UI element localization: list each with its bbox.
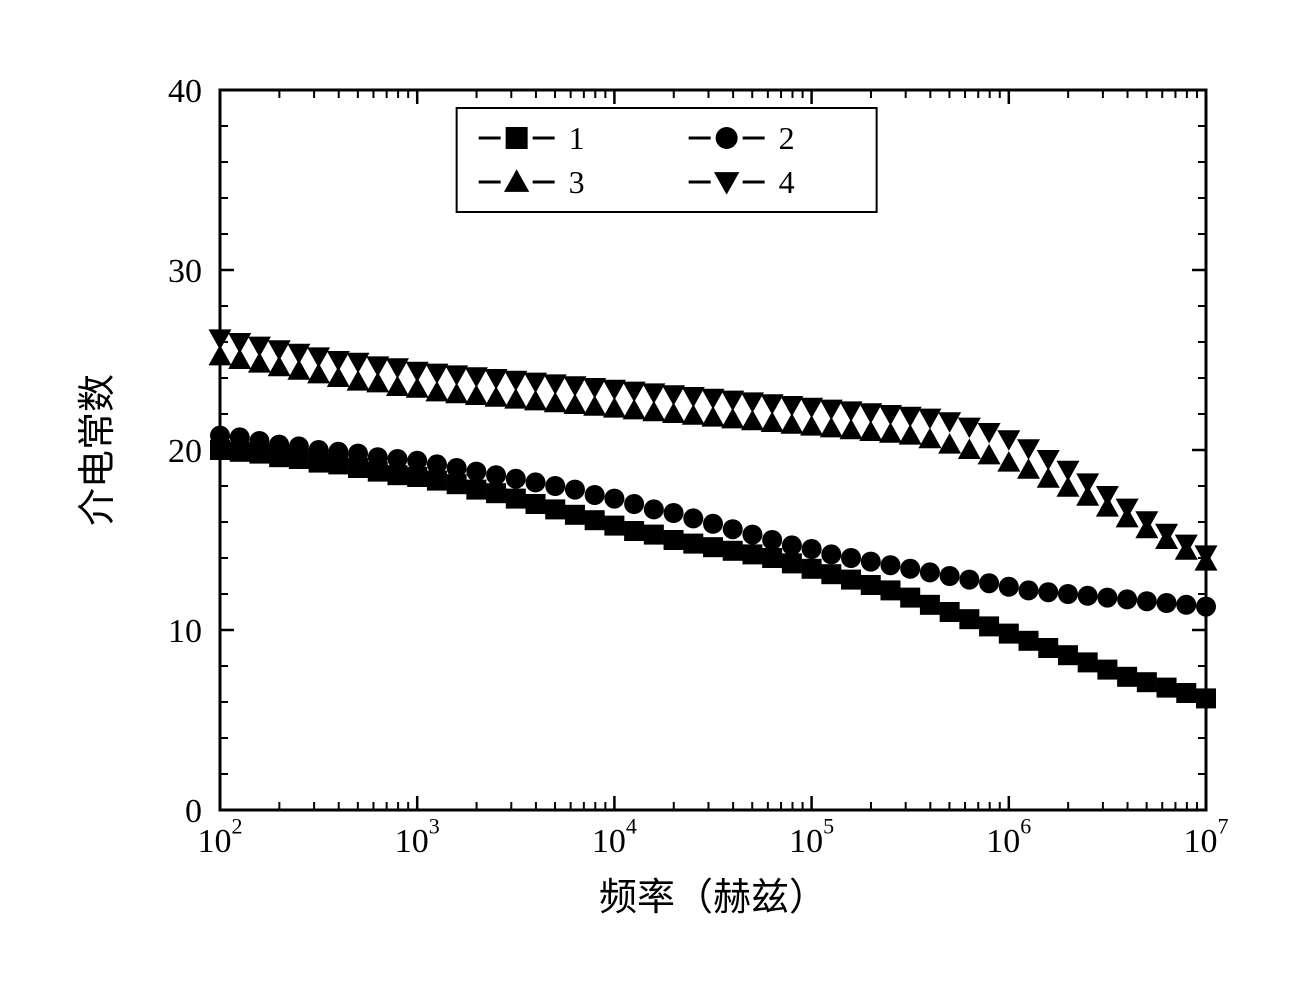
- y-axis-label: 介电常数: [77, 374, 119, 526]
- legend-label-2: 2: [779, 120, 795, 156]
- y-tick-label: 0: [185, 793, 202, 830]
- y-tick-label: 30: [168, 253, 202, 290]
- y-tick-label: 10: [168, 613, 202, 650]
- legend-label-3: 3: [569, 164, 585, 200]
- chart-container: 102103104105106107010203040频率（赫兹）介电常数123…: [50, 40, 1266, 960]
- legend-label-1: 1: [569, 120, 585, 156]
- y-tick-label: 40: [168, 73, 202, 110]
- chart-svg: 102103104105106107010203040频率（赫兹）介电常数123…: [50, 40, 1266, 960]
- legend-label-4: 4: [779, 164, 795, 200]
- y-tick-label: 20: [168, 433, 202, 470]
- x-axis-label: 频率（赫兹）: [599, 877, 827, 919]
- legend: 1 2 3 4: [457, 108, 877, 212]
